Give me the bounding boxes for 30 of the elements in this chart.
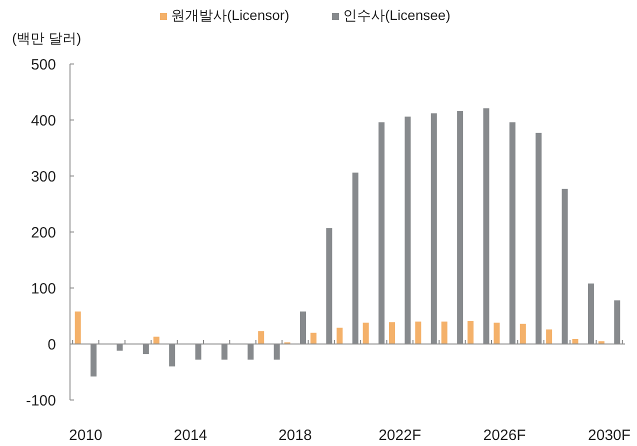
bar <box>362 322 369 344</box>
bar <box>468 321 474 344</box>
x-tick-label: 2026F <box>483 427 526 444</box>
bar <box>310 332 316 344</box>
bar <box>153 336 160 344</box>
y-tick-label: 200 <box>30 224 56 242</box>
y-tick-label: 100 <box>30 280 56 298</box>
bar <box>389 322 396 344</box>
y-tick-label: 0 <box>48 336 56 354</box>
bar <box>415 322 422 344</box>
legend-label: 인수사(Licensee) <box>343 7 450 23</box>
y-tick-label: -100 <box>26 392 56 410</box>
bar <box>336 328 343 344</box>
bar <box>494 322 500 344</box>
y-axis-title: (백만 달러) <box>12 30 82 46</box>
x-tick-label: 2030F <box>588 427 631 444</box>
x-tick-label: 2014 <box>174 427 208 444</box>
bar <box>441 322 448 344</box>
bar <box>258 331 264 344</box>
x-tick-label: 2010 <box>69 427 102 444</box>
y-tick-label: 500 <box>30 56 56 74</box>
bar <box>520 324 526 344</box>
x-tick-label: 2018 <box>278 427 312 444</box>
bar <box>546 329 552 344</box>
bar <box>74 312 81 344</box>
legend-label: 원개발사(Licensor) <box>171 7 290 23</box>
y-tick-label: 400 <box>30 112 56 130</box>
bar <box>598 341 604 344</box>
x-tick-label: 2022F <box>378 427 422 444</box>
y-tick-label: 300 <box>30 168 56 186</box>
